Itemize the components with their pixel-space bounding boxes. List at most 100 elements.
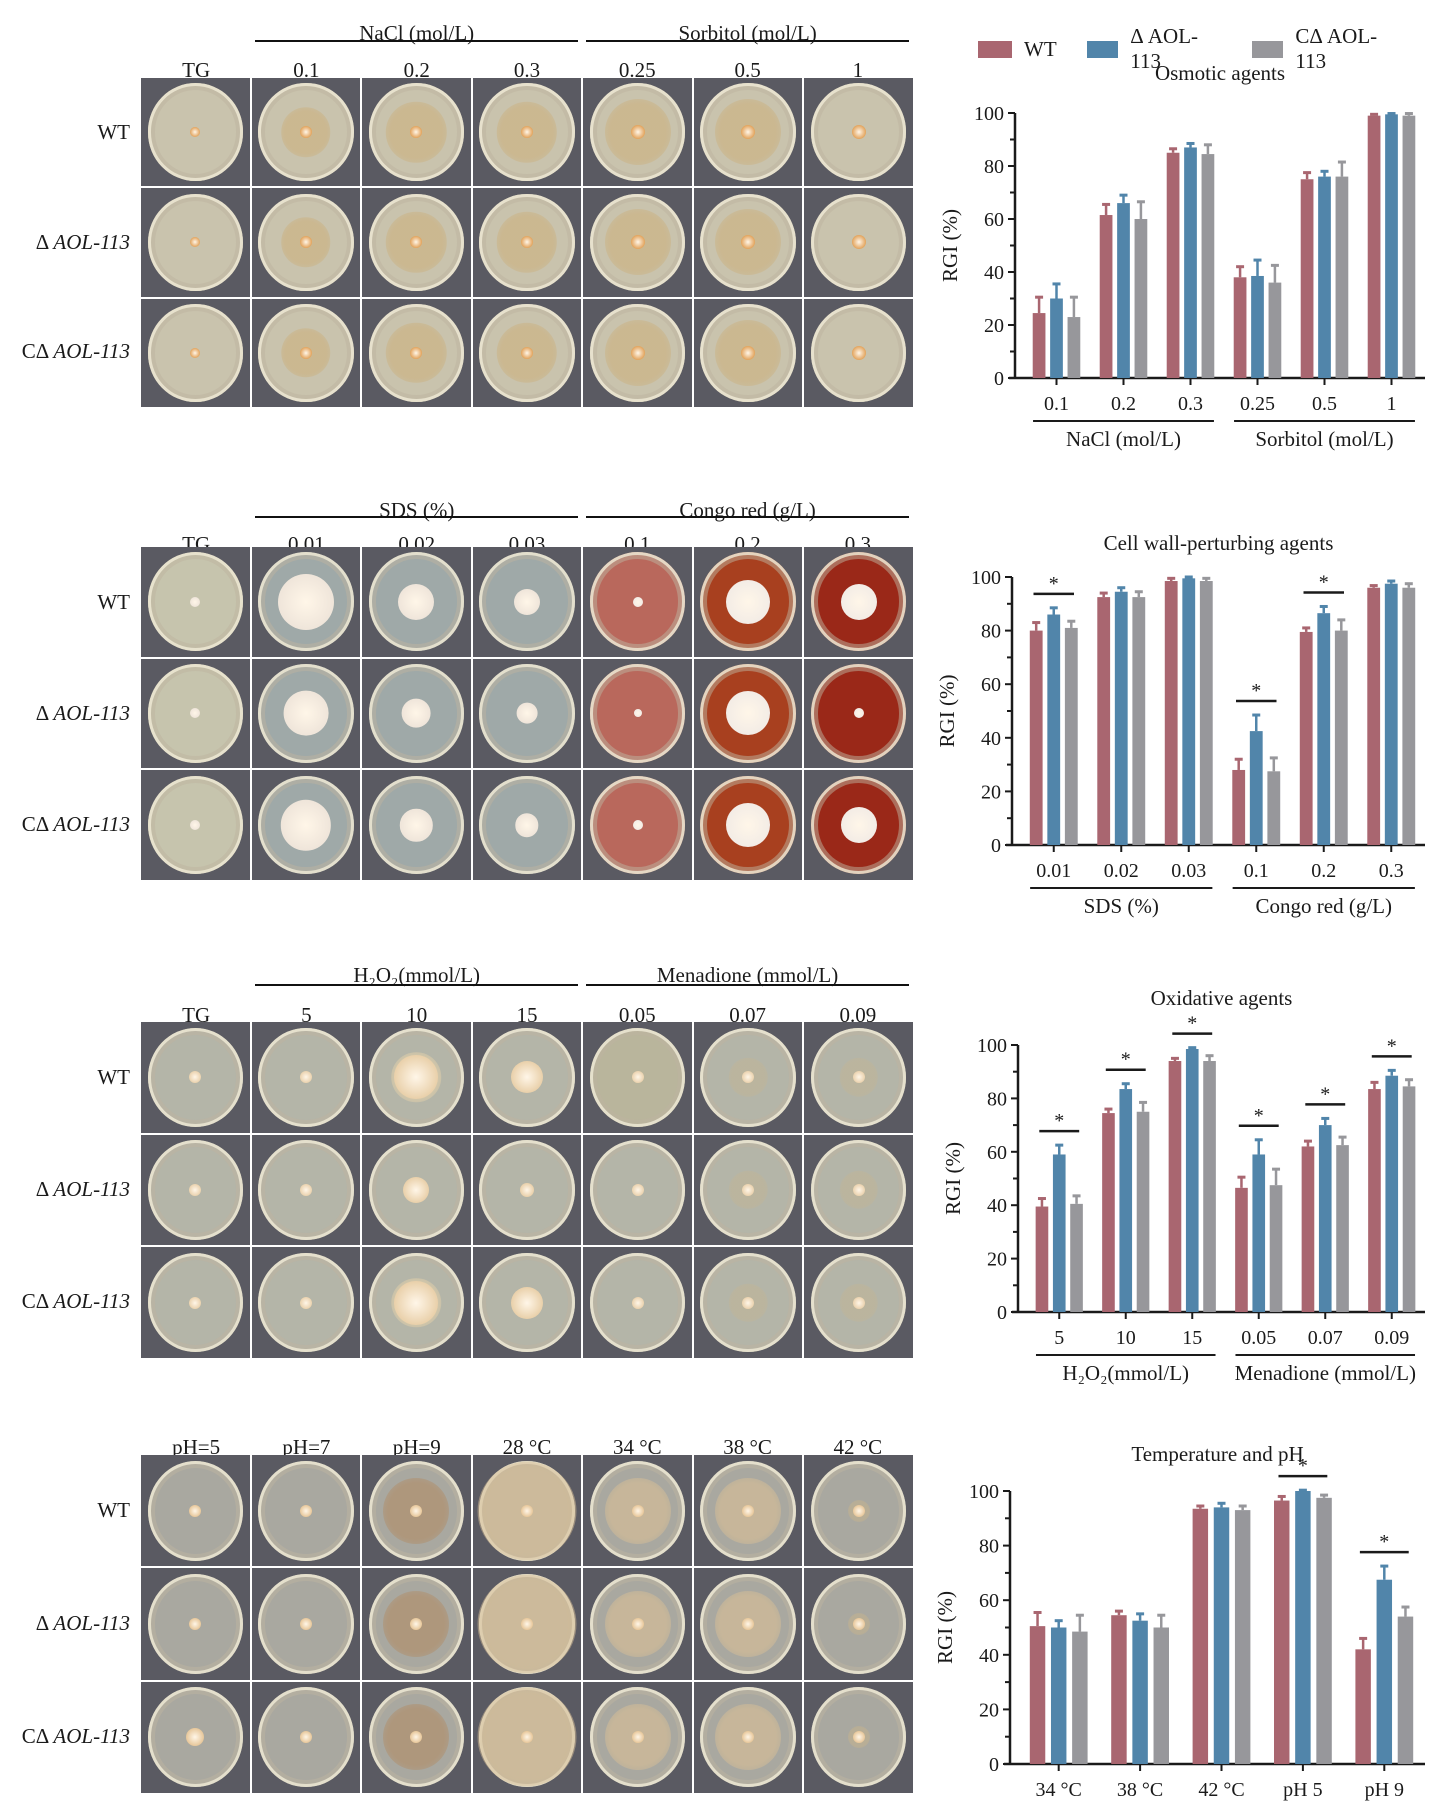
culture-plate-photo (472, 1681, 582, 1793)
fungal-colony (189, 1296, 202, 1309)
chart-title: Temperature and pH (1131, 1442, 1303, 1466)
strain-row-label: WT (0, 1065, 130, 1090)
petri-dish (477, 1573, 577, 1675)
column-header: 15 (516, 1003, 538, 1027)
petri-dish (589, 1573, 686, 1675)
significance-asterisk: * (1298, 1455, 1308, 1477)
fungal-colony (510, 1286, 543, 1319)
petri-dish (810, 1687, 907, 1788)
culture-plate-photo (693, 1681, 803, 1793)
chart-oxidative-agents: Oxidative agents RGI (%) 0 20 40 60 80 100 5 10 15… (941, 986, 1425, 1385)
y-tick-label: 40 (981, 728, 1001, 750)
bar (1134, 219, 1148, 378)
culture-plate-photo (251, 658, 361, 769)
fungal-colony (190, 237, 201, 248)
fungal-colony (852, 1731, 865, 1744)
legend-swatch (1251, 40, 1284, 58)
culture-plate-photo (804, 188, 913, 297)
fungal-colony (410, 1617, 423, 1630)
fungal-colony (853, 708, 864, 719)
culture-plate-photo (583, 547, 692, 657)
bar (1336, 1145, 1349, 1312)
bar (1199, 581, 1213, 845)
petri-dish (810, 1460, 907, 1561)
fungal-colony (852, 1071, 865, 1084)
bar (1249, 731, 1263, 845)
y-tick-label: 100 (977, 1035, 1007, 1057)
petri-dish (700, 193, 796, 292)
group-bracket-line (586, 516, 909, 518)
culture-plate-photo (583, 770, 692, 880)
fungal-colony (410, 236, 423, 249)
fungal-colony (516, 703, 538, 724)
strain-row-label: Δ AOL-113 (0, 1611, 130, 1636)
bar (1047, 614, 1061, 845)
culture-plate-photo (251, 547, 361, 657)
culture-plate-photo (472, 78, 582, 187)
petri-dish (479, 304, 575, 402)
petri-dish (368, 304, 465, 402)
bar (1184, 147, 1197, 378)
legend-label: WT (1024, 36, 1057, 61)
fungal-colony (190, 347, 201, 358)
y-tick-label: 40 (984, 262, 1004, 284)
petri-dish (147, 775, 244, 875)
group-label: H₂O₂(mmol/L) (1062, 1361, 1189, 1385)
culture-plate-photo (251, 1568, 361, 1680)
y-tick-label: 80 (981, 621, 1001, 643)
y-axis-label: RGI (%) (938, 209, 962, 282)
petri-dish (810, 1573, 907, 1675)
bar (1397, 1616, 1414, 1764)
petri-dish (258, 1027, 354, 1128)
chart-legend: WT Δ AOL-113 CΔ AOL-113 (978, 24, 1430, 74)
fungal-colony (299, 236, 312, 249)
gene-name: AOL-113 (53, 1611, 130, 1635)
bar (1300, 179, 1314, 378)
culture-plate-photo (362, 1247, 471, 1358)
culture-plate-photo (141, 78, 250, 187)
petri-dish (258, 664, 354, 763)
legend-item: Δ AOL-113 (1086, 24, 1222, 74)
petri-dish (479, 1027, 575, 1128)
petri-dish (368, 775, 465, 875)
legend-item: WT (978, 37, 1057, 62)
x-tick-label: 0.1 (1244, 860, 1269, 882)
bar (1385, 1075, 1399, 1312)
column-header: 1 (852, 58, 864, 82)
fungal-colony (520, 1617, 533, 1630)
chart-cell-wall-agents: Cell wall-perturbing agents RGI (%) 0 20 40 6… (935, 531, 1425, 918)
group-bracket-line (586, 984, 909, 986)
fungal-colony (630, 125, 645, 140)
x-tick-label: 0.1 (1044, 393, 1069, 415)
bar (1132, 597, 1146, 845)
petri-dish (700, 1027, 796, 1128)
fungal-colony (513, 588, 540, 615)
group-bracket-line (255, 516, 579, 518)
fungal-colony (190, 820, 201, 831)
fungal-colony (403, 1176, 430, 1203)
strain-row-label: WT (0, 1498, 130, 1523)
bar (1099, 215, 1113, 378)
petri-dish (368, 664, 465, 763)
fungal-colony (299, 1731, 312, 1744)
petri-dish (147, 193, 244, 292)
chart-osmotic-agents: Osmotic agents RGI (%) 0 20 40 60 80 100 0.1 0.2 0… (938, 61, 1425, 451)
y-tick-label: 0 (991, 835, 1001, 857)
petri-dish (147, 83, 244, 181)
fungal-colony (851, 125, 866, 140)
gene-name: AOL-113 (53, 811, 130, 836)
bar (1136, 1111, 1150, 1312)
x-tick-label: 0.05 (1241, 1327, 1276, 1349)
fungal-colony (520, 346, 533, 359)
fungal-colony (630, 345, 645, 360)
culture-plate-photo (693, 298, 803, 407)
bar (1385, 114, 1398, 378)
bar (1367, 115, 1381, 379)
culture-plate-photo (583, 78, 692, 187)
fungal-colony (840, 583, 877, 620)
petri-dish (589, 664, 686, 763)
strain-row-label: Δ AOL-113 (0, 701, 130, 726)
petri-dish (810, 775, 907, 875)
legend-swatch (1086, 40, 1119, 58)
petri-dish (700, 1573, 796, 1675)
